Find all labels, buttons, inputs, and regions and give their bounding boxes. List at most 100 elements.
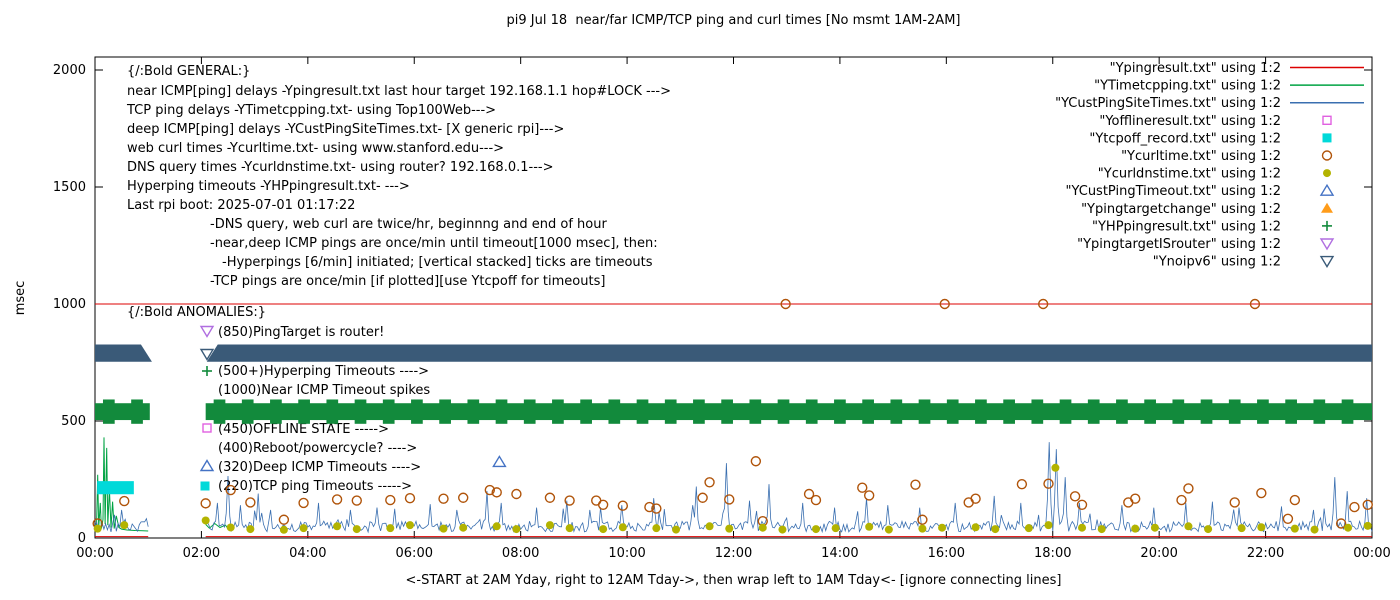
series-2 <box>94 442 1373 534</box>
point-circle-open <box>863 490 875 501</box>
point-circle-open <box>351 495 362 506</box>
legend-entry-label: "YTimetcpping.txt" using 1:2 <box>1094 79 1281 94</box>
point-circle-open <box>1335 518 1347 529</box>
point-circle-filled <box>1290 524 1299 533</box>
point-circle-filled <box>386 524 395 533</box>
point-circle-open <box>1362 499 1373 510</box>
point-circle-filled <box>778 525 787 534</box>
legend-entry-label: "Yofflineresult.txt" using 1:2 <box>1099 114 1281 129</box>
legend: "Ypingresult.txt" using 1:2 "YTimetcpping… <box>1055 61 1364 270</box>
point-circle-open <box>857 482 868 493</box>
point-circle-open <box>810 494 822 506</box>
band-tooth <box>946 399 959 424</box>
band-tooth <box>1257 399 1269 424</box>
point-circle-open <box>803 488 815 500</box>
annotation-text: -DNS query, web curl are twice/hr, begin… <box>210 217 607 232</box>
band-tooth <box>131 399 143 424</box>
annotation-text: near ICMP[ping] delays -Ypingresult.txt … <box>127 84 671 99</box>
point-circle-open <box>1016 478 1028 490</box>
point-circle-filled <box>1184 522 1193 531</box>
x-tick-label: 00:00 <box>76 546 113 561</box>
x-tick-label: 12:00 <box>715 546 752 561</box>
band-tooth <box>805 399 818 424</box>
point-triangle-up <box>492 455 507 468</box>
point-circle-open <box>704 477 715 488</box>
point-circle-filled <box>652 524 661 533</box>
legend-entry-label: "Ytcpoff_record.txt" using 1:2 <box>1089 131 1281 146</box>
point-circle-filled <box>120 521 129 530</box>
band-tooth <box>580 399 592 424</box>
point-circle-filled <box>618 523 627 532</box>
x-tick-label: 20:00 <box>1140 546 1177 561</box>
point-circle-filled <box>599 525 608 534</box>
point-triangle-down <box>1319 238 1335 251</box>
point-circle-filled <box>439 524 448 533</box>
legend-entry-label: "YCustPingSiteTimes.txt" using 1:2 <box>1055 96 1281 111</box>
point-circle-filled <box>811 525 820 534</box>
point-circle-open <box>1037 298 1049 310</box>
band-tooth <box>270 399 282 424</box>
point-circle-filled <box>1078 523 1087 532</box>
annotation-text: DNS query times -Ycurldnstime.txt- using… <box>127 160 553 175</box>
annotation-text: -Hyperpings [6/min] initiated; [vertical… <box>222 255 653 270</box>
band-tooth <box>749 399 762 424</box>
point-circle-filled <box>705 522 714 531</box>
point-circle-open <box>1130 493 1141 504</box>
band-tooth <box>721 399 733 424</box>
band-tooth <box>102 399 115 424</box>
band-tooth <box>1285 399 1297 424</box>
band-tooth <box>411 399 423 424</box>
legend-entry: "Ycurldnstime.txt" using 1:2 <box>1098 167 1331 182</box>
point-circle-open <box>331 494 343 505</box>
point-circle-open <box>1321 150 1333 161</box>
point-circle-filled <box>865 522 874 531</box>
point-circle-filled <box>246 525 255 534</box>
band-tooth <box>777 399 790 424</box>
y-tick-label: 1500 <box>53 180 86 195</box>
annotation-text: deep ICMP[ping] delays -YCustPingSiteTim… <box>127 122 564 137</box>
series-scatter-5 <box>92 298 1373 529</box>
annotation-text: (320)Deep ICMP Timeouts ----> <box>218 460 421 475</box>
point-triangle-up <box>1319 183 1335 196</box>
point-circle-filled <box>565 524 574 533</box>
band-tooth <box>495 399 508 424</box>
point-circle-filled <box>1237 524 1246 533</box>
series-0 <box>95 303 1372 538</box>
band-tooth <box>834 399 846 424</box>
x-tick-label: 04:00 <box>289 546 326 561</box>
band-tooth <box>1116 399 1128 424</box>
point-circle-open <box>644 501 655 513</box>
band-tooth <box>608 399 621 424</box>
point-circle-open <box>597 499 609 510</box>
point-triangle-up <box>199 459 215 472</box>
band-tooth <box>1031 399 1044 424</box>
point-circle-filled <box>725 524 734 533</box>
series-scatter-6 <box>93 463 1372 534</box>
band-series-layer <box>95 344 1372 495</box>
point-circle-open <box>724 494 735 505</box>
point-circle-filled <box>1051 463 1060 472</box>
band-tooth <box>636 399 649 424</box>
band-tooth <box>1003 399 1015 424</box>
point-circle-filled <box>93 524 102 533</box>
y-axis-label: msec <box>13 280 28 316</box>
point-circle-filled <box>1344 523 1353 532</box>
series-line <box>205 522 229 529</box>
point-circle-filled <box>333 522 342 531</box>
band-tooth <box>467 399 480 424</box>
annotation-text: (400)Reboot/powercycle? ----> <box>218 441 417 456</box>
point-circle-filled <box>1131 524 1140 533</box>
band-tooth <box>326 399 339 424</box>
point-circle-filled <box>1310 525 1319 534</box>
band-tooth <box>241 399 254 424</box>
point-triangle-down <box>1319 255 1335 268</box>
point-circle-open <box>278 514 290 525</box>
annotation-text: {/:Bold GENERAL:} <box>127 64 250 79</box>
x-tick-label: 18:00 <box>1034 546 1071 561</box>
point-triangle-up-filled <box>1321 202 1333 213</box>
annotation-text: TCP ping delays -YTimetcpping.txt- using… <box>126 103 496 118</box>
point-circle-filled <box>279 525 288 534</box>
band-tooth <box>523 399 536 424</box>
band-tooth <box>552 399 564 424</box>
point-circle-filled <box>299 524 308 533</box>
